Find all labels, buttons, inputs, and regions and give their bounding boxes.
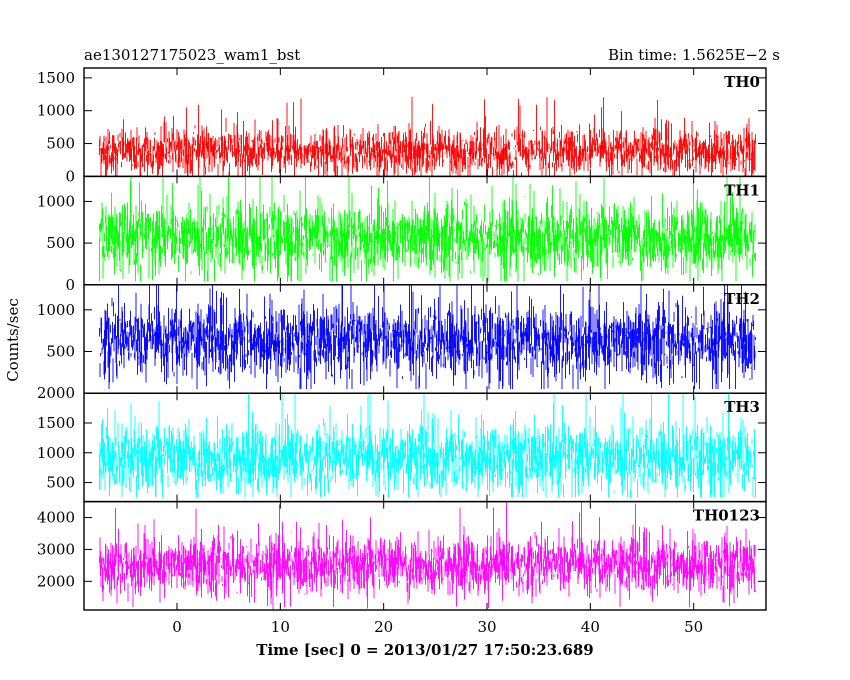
panel-th0123: 2000 3000 4000 TH0123 [37, 500, 767, 611]
series-th3 [99, 393, 756, 498]
x-axis: 0 10 20 30 40 50 [172, 618, 703, 636]
y-tick-label: 1000 [37, 444, 75, 462]
series-th1 [99, 176, 756, 282]
panel-th1: 0 500 1000 TH1 [37, 175, 767, 294]
series-label: TH3 [724, 398, 760, 416]
x-tick-label: 50 [684, 618, 703, 636]
series-th0 [99, 96, 756, 177]
y-tick-label: 2000 [37, 572, 75, 590]
panel-th2: 500 1000 TH2 [37, 284, 767, 394]
x-tick-label: 30 [477, 618, 496, 636]
series-th0123 [99, 501, 756, 610]
panels-group: 0 500 1000 1500 TH0 0 500 1000 TH1 500 1000 TH2 500 1… [37, 67, 767, 611]
series-label: TH2 [724, 290, 760, 308]
y-tick-label: 1000 [37, 192, 75, 210]
panel-th3: 500 1000 1500 2000 TH3 [37, 384, 767, 503]
series-label: TH0 [724, 73, 760, 91]
y-tick-label: 500 [46, 474, 75, 492]
x-axis-label: Time [sec] 0 = 2013/01/27 17:50:23.689 [256, 641, 593, 659]
x-tick-label: 0 [172, 618, 182, 636]
x-tick-label: 40 [581, 618, 600, 636]
series-label: TH1 [724, 181, 760, 199]
y-tick-label: 500 [46, 135, 75, 153]
x-tick-label: 10 [271, 618, 290, 636]
series-th2 [99, 284, 756, 389]
chart-title-right: Bin time: 1.5625E−2 s [608, 46, 780, 64]
y-tick-label: 0 [65, 167, 75, 185]
y-tick-label: 500 [46, 234, 75, 252]
x-tick-label: 20 [374, 618, 393, 636]
series-label: TH0123 [693, 507, 760, 525]
y-tick-label: 1500 [37, 69, 75, 87]
y-tick-label: 500 [46, 343, 75, 361]
panel-th0: 0 500 1000 1500 TH0 [37, 67, 767, 185]
chart-title-left: ae130127175023_wam1_bst [84, 46, 300, 64]
y-tick-label: 1500 [37, 414, 75, 432]
y-tick-label: 2000 [37, 384, 75, 402]
y-axis-label: Counts/sec [4, 298, 22, 382]
y-tick-label: 1000 [37, 102, 75, 120]
panel-frame [83, 500, 767, 611]
y-tick-label: 4000 [37, 509, 75, 527]
y-tick-label: 1000 [37, 301, 75, 319]
y-tick-label: 3000 [37, 540, 75, 558]
y-tick-label: 0 [65, 276, 75, 294]
